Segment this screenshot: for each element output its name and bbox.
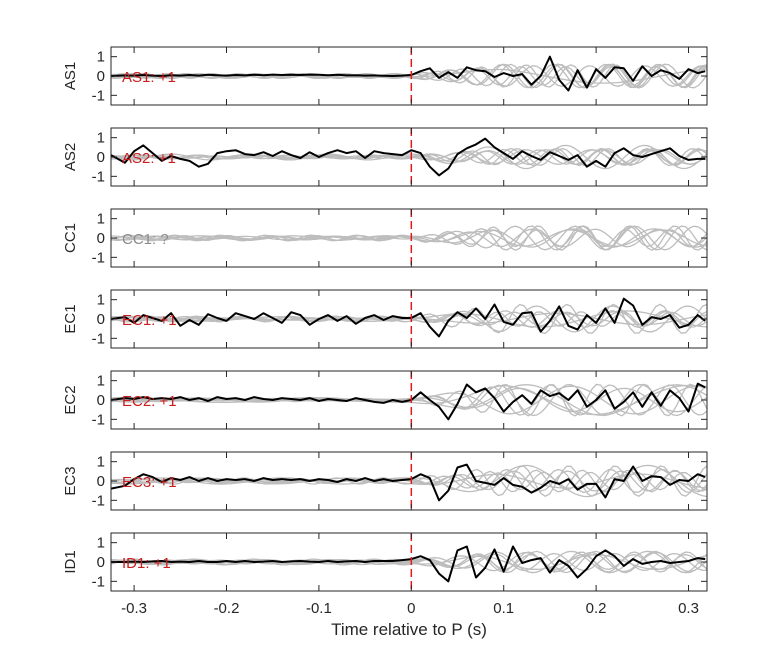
background-trace	[111, 384, 707, 416]
y-tick-label: -1	[92, 573, 105, 590]
background-trace	[111, 551, 707, 573]
station-label-as2: AS2	[62, 143, 79, 171]
polarity-annotation-ec1: EC1: +1	[122, 312, 177, 329]
y-tick-label: -1	[92, 330, 105, 347]
y-tick-label: -1	[92, 168, 105, 185]
panel-cc1: -1 0 1 CC1 CC1: ?	[62, 208, 708, 268]
background-trace	[111, 303, 707, 335]
x-tick-label: -0.3	[121, 600, 147, 617]
y-tick-label: 1	[97, 292, 105, 309]
station-label-ec1: EC1	[62, 304, 79, 333]
y-tick-label: -1	[92, 411, 105, 428]
station-label-ec3: EC3	[62, 466, 79, 495]
background-trace	[111, 147, 707, 167]
y-tick-label: 0	[97, 311, 105, 328]
x-tick-label: 0.3	[678, 600, 699, 617]
y-tick-label: 1	[97, 454, 105, 471]
y-tick-label: 1	[97, 211, 105, 228]
station-label-as1: AS1	[62, 62, 79, 90]
x-tick-label: -0.2	[214, 600, 240, 617]
y-tick-label: 1	[97, 130, 105, 147]
y-tick-label: 0	[97, 230, 105, 247]
polarity-annotation-as1: AS1: +1	[122, 69, 176, 86]
x-tick-label: -0.1	[306, 600, 332, 617]
y-tick-label: 1	[97, 535, 105, 552]
y-tick-label: -1	[92, 492, 105, 509]
polarity-annotation-id1: ID1: +1	[122, 555, 171, 572]
y-tick-label: 1	[97, 49, 105, 66]
y-tick-label: 0	[97, 149, 105, 166]
background-trace	[111, 228, 707, 248]
panel-ec1: -1 0 1 EC1 EC1: +1	[62, 289, 708, 349]
background-trace	[111, 464, 707, 498]
polarity-annotation-cc1: CC1: ?	[122, 231, 169, 248]
x-tick-label: 0.1	[493, 600, 514, 617]
y-tick-label: 0	[97, 473, 105, 490]
x-tick-label: 0	[407, 600, 415, 617]
background-trace	[111, 149, 707, 165]
polarity-annotation-ec2: EC2: +1	[122, 393, 177, 410]
y-tick-label: 0	[97, 68, 105, 85]
station-label-id1: ID1	[62, 550, 79, 573]
panel-as2: -1 0 1 AS2 AS2: +1	[62, 127, 708, 187]
background-traces	[111, 225, 707, 251]
x-tick-label: 0.2	[586, 600, 607, 617]
y-tick-label: -1	[92, 87, 105, 104]
x-axis-title: Time relative to P (s)	[331, 620, 487, 639]
panel-id1: -1 0 1 ID1 ID1: +1	[62, 532, 708, 592]
y-tick-label: 0	[97, 554, 105, 571]
polarity-annotation-ec3: EC3: +1	[122, 474, 177, 491]
polarity-annotation-as2: AS2: +1	[122, 150, 176, 167]
background-trace	[111, 225, 707, 251]
panel-as1: -1 0 1 AS1 AS1: +1	[62, 46, 708, 106]
y-tick-label: 0	[97, 392, 105, 409]
y-tick-label: 1	[97, 373, 105, 390]
station-label-ec2: EC2	[62, 385, 79, 414]
station-label-cc1: CC1	[62, 223, 79, 253]
y-tick-label: -1	[92, 249, 105, 266]
waveform-trace-as2	[111, 137, 706, 177]
panel-ec2: -1 0 1 EC2 EC2: +1	[62, 370, 708, 430]
panel-ec3: -1 0 1 EC3 EC3: +1	[62, 451, 708, 511]
